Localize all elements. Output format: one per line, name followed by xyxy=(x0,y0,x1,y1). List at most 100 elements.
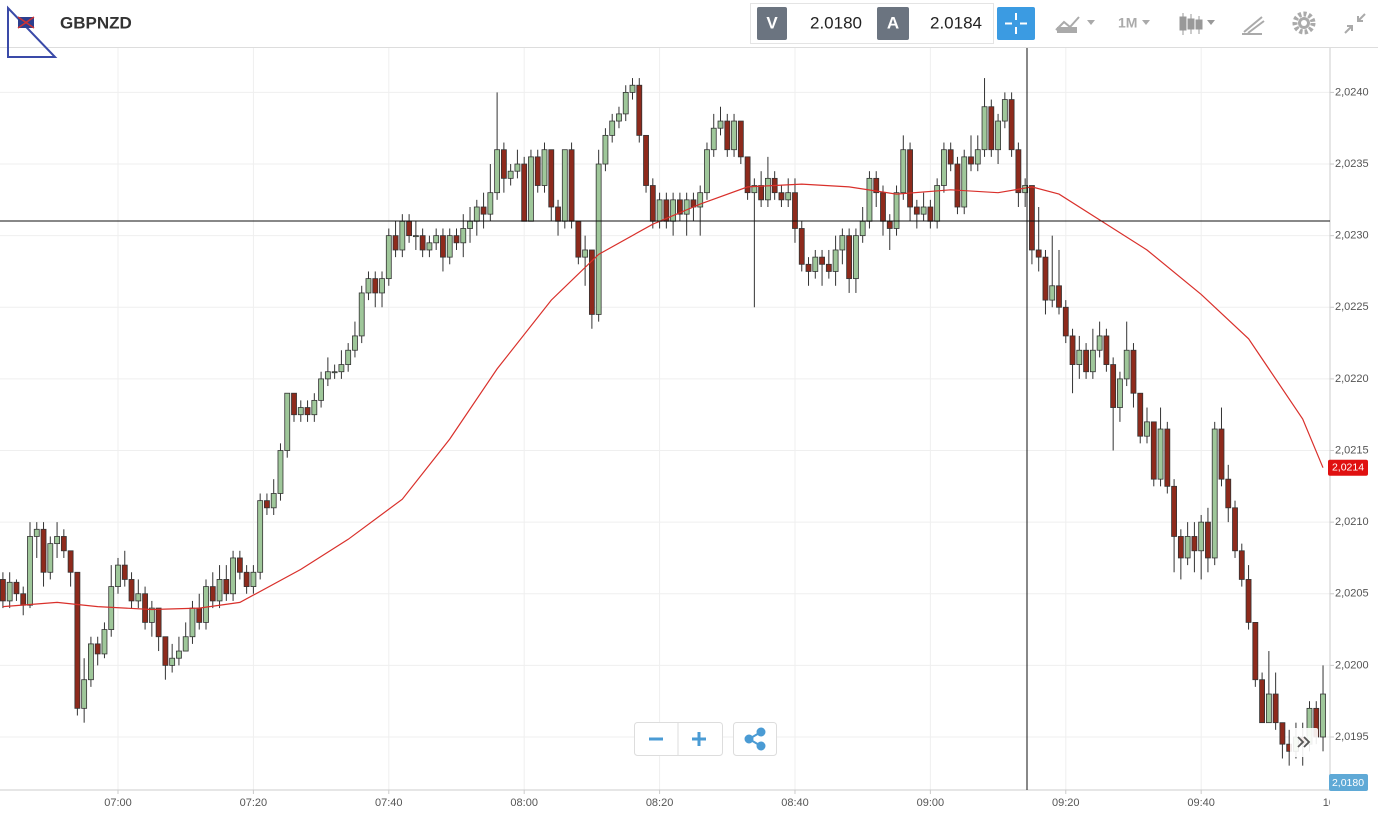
x-tick-label: 09:00 xyxy=(917,797,945,809)
candle-body xyxy=(805,263,812,272)
candle-body xyxy=(487,192,494,215)
zoom-in[interactable] xyxy=(692,732,706,746)
ask-tag-box[interactable] xyxy=(877,7,909,40)
crosshair-button[interactable] xyxy=(997,7,1035,40)
candle-body xyxy=(1198,521,1205,552)
candle-body xyxy=(507,170,514,179)
candle-body xyxy=(257,500,264,573)
bid-badge: 2,0180 xyxy=(1332,777,1364,789)
candle-body xyxy=(514,163,521,172)
candle-body xyxy=(148,607,155,623)
candle-body xyxy=(230,557,236,595)
candle-body xyxy=(866,177,873,222)
x-tick-label: 08:00 xyxy=(510,797,538,809)
collapse-button[interactable] xyxy=(1344,13,1366,34)
candle-body xyxy=(94,643,101,655)
candle-body xyxy=(412,235,419,238)
candle-body xyxy=(1137,392,1144,437)
candle-body xyxy=(886,220,893,229)
time-axis: 07:00 07:20 07:40 08:00 08:20 08:40 09:00 09:20… xyxy=(104,790,1330,809)
candle-body xyxy=(20,593,27,606)
candle-body xyxy=(859,220,866,237)
chart-type-button[interactable] xyxy=(1179,13,1215,35)
indicators-button[interactable] xyxy=(1055,16,1095,33)
share-button[interactable] xyxy=(733,722,777,756)
candle-body xyxy=(920,206,927,215)
y-tick-label: 2,0215 xyxy=(1335,444,1369,456)
candle-body xyxy=(893,192,900,229)
candle-body xyxy=(792,192,798,229)
candle-body xyxy=(1211,428,1218,559)
candle-body xyxy=(318,378,324,401)
candle-body xyxy=(101,629,108,655)
candle-body xyxy=(372,278,379,294)
y-tick-label: 2,0210 xyxy=(1335,516,1369,528)
candle-body xyxy=(236,557,243,573)
candle-body xyxy=(1130,349,1137,394)
ask-tag: A xyxy=(887,13,899,32)
candle-body xyxy=(189,607,196,638)
candle-body xyxy=(311,399,318,416)
candle-body xyxy=(0,579,6,602)
candle-body xyxy=(751,185,758,194)
candle-body xyxy=(331,371,338,374)
draw-button[interactable] xyxy=(1242,16,1265,35)
candle-body xyxy=(304,407,311,416)
candle-body xyxy=(1320,693,1326,738)
candle-body xyxy=(670,199,677,222)
bid-tag-box[interactable] xyxy=(757,7,787,40)
candle-body xyxy=(1177,536,1184,559)
candle-body xyxy=(995,120,1001,151)
candle-body xyxy=(54,536,60,545)
candle-body xyxy=(480,206,487,215)
price-axis: 2,0195 2,0200 2,0205 2,0210 2,0215 2,0220 2,02… xyxy=(1330,86,1369,743)
candle-body xyxy=(352,335,358,351)
candle-body xyxy=(40,528,47,573)
timeframe[interactable]: 1M xyxy=(1118,15,1137,31)
zoom-controls xyxy=(634,722,777,756)
candle-body xyxy=(548,149,555,208)
candle-body xyxy=(135,593,142,602)
candle-body xyxy=(169,657,176,666)
candle-body xyxy=(595,163,602,315)
candle-body xyxy=(1144,421,1150,437)
candle-body xyxy=(453,235,460,244)
candle-body xyxy=(744,156,751,194)
candle-body xyxy=(1001,99,1008,122)
candle-body xyxy=(108,586,115,630)
candle-body xyxy=(243,571,250,587)
candle-body xyxy=(588,249,595,315)
candle-body xyxy=(534,156,541,186)
candle-body xyxy=(121,564,128,580)
candle-body xyxy=(622,92,629,115)
candle-body xyxy=(1062,306,1069,337)
settings-button[interactable] xyxy=(1292,11,1316,35)
candle-body xyxy=(1245,579,1252,623)
candle-body xyxy=(575,220,582,258)
candle-body xyxy=(616,113,622,122)
candle-body xyxy=(1042,256,1049,301)
y-tick-label: 2,0225 xyxy=(1335,301,1369,313)
candle-body xyxy=(812,256,819,272)
quote-panel xyxy=(750,3,994,44)
candle-body xyxy=(636,84,643,136)
x-tick-label: 09:20 xyxy=(1052,797,1080,809)
candle-body xyxy=(1076,349,1083,365)
symbol: GBPNZD xyxy=(60,13,132,32)
candle-body xyxy=(1035,249,1042,258)
x-tick-label: 08:40 xyxy=(781,797,809,809)
candle-body xyxy=(880,192,886,222)
candle-body xyxy=(1232,507,1238,552)
candle-body xyxy=(785,192,792,201)
scroll-latest-button[interactable] xyxy=(1290,728,1318,757)
candle-body xyxy=(947,149,954,165)
candle-body xyxy=(216,579,223,602)
candle-body xyxy=(1171,485,1177,537)
candle-body xyxy=(1096,335,1103,351)
candle-body xyxy=(541,149,548,186)
candle-body xyxy=(697,192,704,208)
candle-body xyxy=(223,579,230,595)
ma-badge-box xyxy=(1328,459,1368,476)
candle-body xyxy=(521,163,528,222)
